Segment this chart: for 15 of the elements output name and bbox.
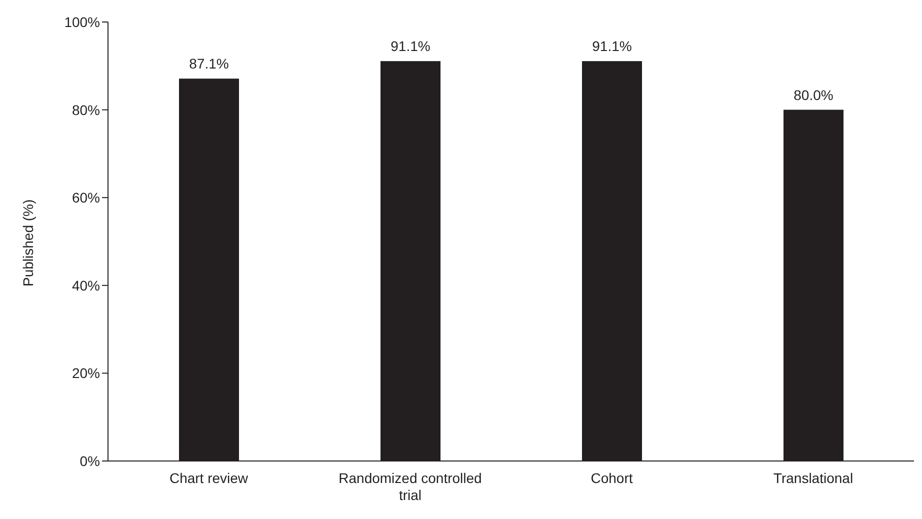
y-tick-label: 60% — [72, 190, 100, 206]
x-tick-label: Chart review — [169, 470, 249, 486]
data-label: 91.1% — [390, 38, 430, 54]
data-label: 87.1% — [189, 56, 229, 72]
y-axis-title: Published (%) — [20, 199, 36, 286]
y-tick-label: 20% — [72, 365, 100, 382]
x-tick-label: Cohort — [590, 470, 633, 486]
x-tick-label: Randomized controlled trial — [338, 470, 482, 503]
x-tick-label: Translational — [773, 470, 854, 486]
y-tick-label: 40% — [72, 277, 100, 294]
y-tick-label: 0% — [80, 452, 100, 469]
y-tick-label: 100% — [64, 14, 100, 30]
y-tick-label: 80% — [72, 102, 100, 118]
data-label: 91.1% — [592, 38, 632, 54]
data-label: 80.0% — [794, 86, 834, 103]
